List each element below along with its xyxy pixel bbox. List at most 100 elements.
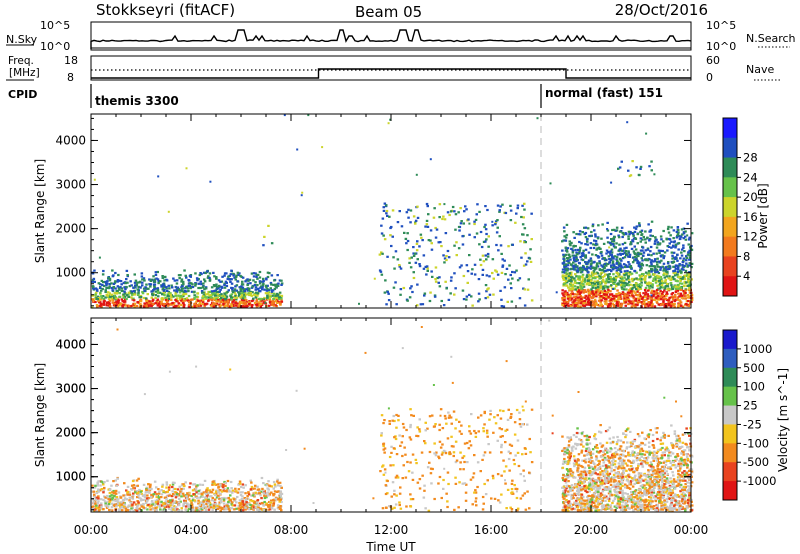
range-cell — [110, 498, 114, 501]
range-cell — [562, 257, 565, 260]
range-cell — [153, 504, 157, 507]
range-cell — [165, 481, 168, 484]
range-cell — [408, 436, 412, 439]
range-cell — [563, 265, 566, 269]
range-cell — [565, 274, 568, 277]
range-cell — [642, 292, 645, 295]
range-cell — [220, 294, 224, 297]
range-cell — [195, 491, 198, 494]
range-cell — [644, 238, 647, 241]
range-cell — [280, 297, 283, 300]
range-cell — [465, 298, 468, 301]
range-cell — [673, 278, 676, 281]
range-cell — [590, 230, 593, 234]
range-cell — [563, 298, 566, 302]
range-cell — [175, 298, 179, 301]
range-cell — [230, 269, 233, 272]
range-cell — [115, 505, 118, 508]
range-cell — [243, 297, 247, 300]
range-cell — [599, 295, 602, 298]
range-cell — [395, 426, 398, 429]
range-cell — [243, 290, 247, 293]
range-cell — [386, 492, 389, 495]
range-cell — [129, 305, 133, 308]
range-cell — [627, 261, 630, 264]
range-cell — [445, 287, 448, 290]
range-cell — [419, 303, 423, 306]
range-cell — [229, 480, 233, 484]
velocity-heatmap — [91, 319, 694, 513]
range-cell — [499, 417, 503, 420]
range-cell — [509, 452, 512, 455]
range-cell — [219, 492, 222, 495]
range-cell — [163, 504, 166, 507]
range-cell — [277, 282, 280, 285]
range-cell — [272, 480, 276, 484]
range-cell — [668, 275, 671, 278]
range-cell — [380, 273, 384, 276]
range-cell — [593, 305, 596, 308]
range-cell — [135, 485, 138, 488]
range-cell — [260, 288, 264, 291]
range-cell — [635, 277, 638, 280]
range-cell — [592, 271, 595, 274]
range-cell — [395, 413, 398, 417]
range-cell — [263, 300, 266, 303]
range-cell — [241, 502, 245, 505]
range-cell — [433, 207, 436, 210]
range-cell — [218, 503, 221, 506]
range-cell — [574, 245, 577, 248]
range-cell — [504, 441, 507, 444]
range-cell — [582, 283, 585, 286]
range-cell — [670, 303, 673, 307]
range-cell — [225, 292, 228, 295]
range-cell — [173, 289, 176, 292]
range-cell — [608, 261, 611, 264]
range-cell — [418, 263, 421, 266]
range-cell — [569, 281, 573, 284]
range-cell — [510, 300, 514, 303]
range-cell — [238, 272, 241, 275]
range-cell — [568, 255, 572, 259]
range-cell — [117, 498, 120, 501]
range-cell — [161, 276, 165, 279]
range-cell — [510, 482, 514, 485]
range-cell — [212, 506, 215, 509]
range-cell — [470, 272, 473, 275]
range-cell — [94, 505, 98, 508]
range-cell — [563, 259, 566, 262]
range-cell — [202, 285, 205, 288]
range-cell — [578, 278, 581, 282]
range-cell — [244, 280, 247, 283]
range-cell — [458, 420, 461, 423]
range-cell — [516, 439, 520, 442]
range-cell — [254, 501, 258, 504]
range-cell — [131, 494, 135, 498]
range-cell — [177, 305, 181, 308]
range-cell — [573, 305, 576, 308]
range-cell — [179, 500, 182, 503]
range-cell — [488, 451, 492, 454]
range-cell — [134, 503, 138, 506]
range-cell — [440, 453, 444, 456]
range-cell — [232, 299, 236, 302]
range-cell — [111, 496, 114, 499]
range-cell — [390, 244, 393, 248]
colorbar-tick: 20 — [743, 190, 758, 204]
beam-title: Beam 05 — [355, 3, 422, 21]
range-cell — [108, 285, 111, 288]
range-cell — [689, 302, 692, 305]
range-cell — [252, 500, 256, 503]
range-cell — [640, 229, 644, 232]
range-cell — [639, 252, 642, 255]
range-cell — [625, 288, 628, 291]
range-cell — [454, 228, 457, 231]
range-cell — [626, 253, 629, 256]
range-cell — [494, 223, 497, 226]
range-cell — [144, 286, 147, 289]
range-cell — [94, 484, 97, 487]
range-cell — [241, 491, 244, 494]
colorbar-swatch — [723, 256, 737, 277]
range-cell — [221, 486, 225, 489]
range-cell — [647, 289, 650, 292]
